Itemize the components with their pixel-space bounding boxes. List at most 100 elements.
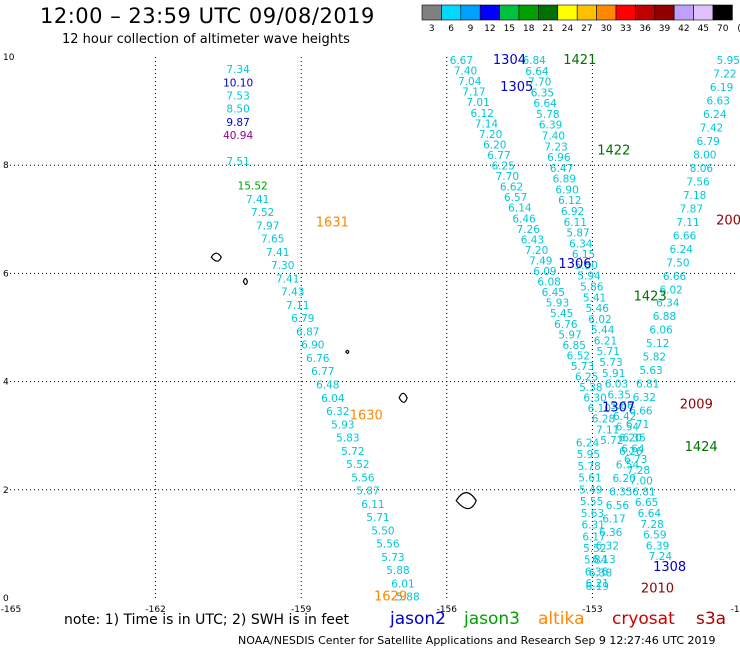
y-tick-label: 10 [3, 53, 15, 63]
swh-value: 5.46 [586, 303, 610, 315]
swh-value: 5.66 [610, 400, 634, 412]
swh-value: 10.10 [223, 77, 253, 89]
satellite-jason3: jason3 [464, 609, 520, 629]
swh-value: 6.14 [508, 203, 532, 215]
footer-note: note: 1) Time is in UTC; 2) SWH is in fe… [64, 612, 350, 628]
swh-value: 5.88 [396, 592, 419, 604]
swh-value: 5.93 [331, 419, 354, 431]
swh-value: 5.95 [577, 449, 600, 461]
swh-value: 6.42 [613, 411, 636, 423]
swh-value: 7.26 [517, 224, 541, 236]
satellite-s3a: s3a [696, 609, 727, 629]
swh-value: 6.66 [629, 406, 653, 418]
swh-value: 6.76 [554, 319, 578, 331]
swh-value: 15.52 [238, 181, 268, 193]
swh-value: 6.48 [316, 379, 339, 391]
satellite-jason2: jason2 [390, 609, 446, 629]
swh-value: 6.87 [296, 326, 319, 338]
swh-value: 7.53 [226, 91, 249, 103]
swh-value: 5.12 [646, 338, 669, 350]
swh-value: 6.63 [707, 95, 730, 107]
x-tick-label: -165 [1, 605, 21, 615]
swh-value: 6.35 [623, 433, 646, 445]
swh-value: 5.84 [584, 555, 608, 567]
swh-value: 6.24 [703, 109, 727, 121]
swh-value: 6.11 [564, 217, 587, 229]
swh-value: 5.97 [558, 329, 581, 341]
coastline [398, 392, 408, 403]
swh-value: 6.13 [592, 554, 615, 566]
colorbar-swatch [538, 4, 559, 21]
time-label: 200 [716, 214, 740, 229]
swh-value: 6.76 [306, 353, 330, 365]
swh-value: 6.39 [539, 120, 562, 132]
swh-value: 7.14 [475, 118, 499, 130]
swh-value: 7.40 [542, 131, 565, 143]
swh-value: 6.73 [624, 454, 647, 466]
swh-value: 5.82 [643, 352, 666, 364]
time-label: 1307 [602, 400, 635, 415]
swh-value: 6.17 [602, 513, 625, 525]
swh-value: 7.17 [462, 87, 485, 99]
swh-value: 5.73 [381, 552, 404, 564]
time-label: 1630 [350, 408, 383, 423]
swh-value: 6.20 [483, 139, 506, 151]
swh-value: 6.46 [512, 213, 536, 225]
swh-value: 6.24 [670, 244, 694, 256]
swh-value: 5.63 [581, 508, 604, 520]
colorbar-label: 39 [659, 24, 671, 34]
swh-value: 6.20 [618, 432, 641, 444]
swh-value: 7.97 [256, 220, 279, 232]
time-label: 1305 [500, 80, 533, 95]
swh-value: 6.12 [471, 108, 494, 120]
y-tick-label: 8 [3, 161, 9, 171]
swh-value: 5.94 [577, 271, 601, 283]
swh-value: 7.65 [261, 234, 284, 246]
swh-value: 6.64 [621, 443, 645, 455]
chart-subtitle: 12 hour collection of altimeter wave hei… [62, 32, 350, 47]
swh-value: 6.92 [561, 206, 584, 218]
swh-value: 7.30 [271, 260, 294, 272]
swh-value: 5.71 [366, 512, 389, 524]
colorbar-swatch [557, 4, 578, 21]
swh-value: 6.09 [533, 266, 556, 278]
swh-value: 7.28 [627, 465, 650, 477]
swh-value: 5.52 [346, 459, 369, 471]
swh-value: 6.35 [609, 487, 632, 499]
colorbar-swatch [518, 4, 539, 21]
swh-value: 6.02 [659, 284, 682, 296]
time-label: 2009 [680, 398, 713, 413]
swh-value: 6.21 [586, 578, 609, 590]
colorbar-swatch [596, 4, 617, 21]
swh-value: 6.06 [649, 325, 673, 337]
colorbar-swatch [673, 4, 694, 21]
x-tick-label: -156 [437, 605, 458, 615]
swh-value: 7.04 [458, 76, 482, 88]
swh-value: 6.64 [533, 98, 557, 110]
x-tick-label: -162 [145, 605, 165, 615]
swh-value: 5.87 [356, 486, 379, 498]
y-tick-label: 4 [3, 378, 9, 388]
swh-value: 8.50 [226, 104, 249, 116]
swh-value: 6.12 [558, 195, 581, 207]
colorbar-swatch [576, 4, 597, 21]
swh-value: 7.11 [286, 300, 309, 312]
satellite-cryosat: cryosat [612, 609, 675, 629]
swh-value: 6.85 [563, 340, 586, 352]
coastline [210, 252, 222, 262]
chart-title: 12:00 – 23:59 UTC 09/08/2019 [40, 4, 375, 28]
swh-value: 5.63 [639, 365, 662, 377]
swh-value: 7.01 [466, 97, 489, 109]
swh-value: 6.81 [632, 486, 655, 498]
colorbar-swatch [421, 4, 442, 21]
swh-value: 6.67 [450, 55, 473, 67]
swh-value: 7.51 [226, 156, 249, 168]
swh-value: 7.50 [666, 257, 689, 269]
colorbar-swatch [441, 4, 462, 21]
swh-value: 6.90 [555, 184, 578, 196]
swh-value: 5.38 [579, 382, 602, 394]
swh-value: 7.49 [529, 255, 552, 267]
swh-value: 6.54 [616, 422, 640, 434]
swh-value: 6.25 [575, 372, 598, 384]
